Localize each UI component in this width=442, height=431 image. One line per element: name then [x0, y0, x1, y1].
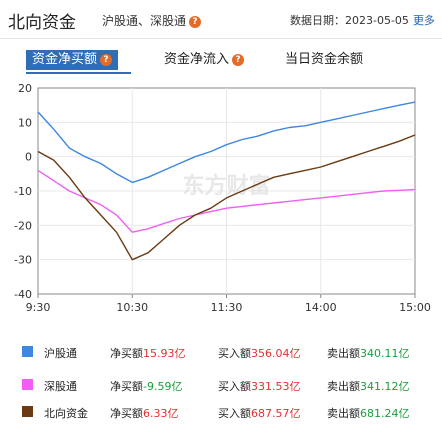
buy-value: 331.53亿	[251, 380, 301, 393]
header: 北向资金 沪股通、深股通? 数据日期：2023-05-05 更多	[0, 0, 442, 38]
net-label: 净买额	[110, 407, 143, 420]
tab-balance[interactable]: 当日资金余额	[285, 50, 363, 70]
buy-label: 买入额	[218, 347, 251, 360]
series-line-sz	[37, 169, 416, 233]
buy-label: 买入额	[218, 380, 251, 393]
watermark: 东方财富	[182, 173, 270, 199]
date-label: 数据日期：	[290, 14, 345, 27]
net-label: 净买额	[110, 347, 143, 360]
legend-row-sz: 深股通 净买额-9.59亿 买入额331.53亿 卖出额341.12亿	[0, 375, 442, 395]
legend-row-nb: 北向资金 净买额6.33亿 买入额687.57亿 卖出额681.24亿	[0, 402, 442, 422]
sell-amount: 卖出额340.11亿	[327, 345, 410, 361]
subtitle-text: 沪股通、深股通	[102, 14, 187, 28]
buy-amount: 买入额687.57亿	[218, 405, 301, 421]
help-icon[interactable]: ?	[100, 53, 113, 66]
legend-swatch-sz	[22, 379, 33, 390]
x-tick-label: 15:00	[399, 301, 431, 314]
x-tick-label: 9:30	[26, 301, 51, 314]
series-line-sh	[37, 101, 416, 184]
sell-label: 卖出额	[327, 347, 360, 360]
y-tick-label: -20	[14, 219, 32, 232]
buy-value: 356.04亿	[251, 347, 301, 360]
subtitle: 沪股通、深股通?	[102, 12, 202, 29]
x-tick-label: 11:30	[211, 301, 243, 314]
y-tick-label: 20	[18, 82, 32, 95]
series-line-nb	[37, 134, 416, 261]
tab-underline	[26, 72, 131, 74]
tab-net-inflow-label: 资金净流入	[164, 52, 230, 67]
date-value: 2023-05-05	[345, 14, 409, 27]
tab-net-inflow[interactable]: 资金净流入?	[164, 50, 245, 70]
help-icon[interactable]: ?	[189, 15, 202, 28]
x-tick-label: 14:00	[305, 301, 337, 314]
net-value: 6.33亿	[143, 407, 179, 420]
x-tick-label: 10:30	[116, 301, 148, 314]
y-tick-label: -30	[14, 254, 32, 267]
net-buy: 净买额6.33亿	[110, 405, 179, 421]
buy-label: 买入额	[218, 407, 251, 420]
page-title: 北向资金	[8, 13, 76, 33]
net-value: -9.59亿	[143, 380, 183, 393]
tab-net-buy-label: 资金净买额	[32, 52, 98, 67]
buy-amount: 买入额356.04亿	[218, 345, 301, 361]
net-label: 净买额	[110, 380, 143, 393]
sell-value: 340.11亿	[360, 347, 410, 360]
tab-balance-label: 当日资金余额	[285, 52, 364, 67]
y-tick-label: 10	[18, 116, 32, 129]
net-buy: 净买额-9.59亿	[110, 378, 182, 394]
more-link[interactable]: 更多	[412, 14, 435, 27]
buy-amount: 买入额331.53亿	[218, 378, 301, 394]
date-info: 数据日期：2023-05-05 更多	[290, 12, 435, 28]
sell-amount: 卖出额341.12亿	[327, 378, 410, 394]
tab-net-buy[interactable]: 资金净买额?	[26, 50, 119, 70]
sell-label: 卖出额	[327, 380, 360, 393]
legend-name: 深股通	[44, 380, 77, 393]
buy-value: 687.57亿	[251, 407, 301, 420]
net-value: 15.93亿	[143, 347, 186, 360]
sell-amount: 卖出额681.24亿	[327, 405, 410, 421]
net-buy: 净买额15.93亿	[110, 345, 186, 361]
help-icon[interactable]: ?	[232, 53, 245, 66]
legend-swatch-sh	[22, 346, 33, 357]
y-tick-label: -40	[14, 288, 32, 301]
y-tick-label: -10	[14, 185, 32, 198]
legend-name: 沪股通	[44, 347, 77, 360]
y-tick-label: 0	[25, 151, 32, 164]
legend-name: 北向资金	[44, 407, 88, 420]
line-chart: 20 10 0 -10 -20 -30 -409:30 10:30 11:30 14:00 15:0…	[14, 82, 431, 314]
sell-label: 卖出额	[327, 407, 360, 420]
sell-value: 681.24亿	[360, 407, 410, 420]
legend-row-sh: 沪股通 净买额15.93亿 买入额356.04亿 卖出额340.11亿	[0, 342, 442, 362]
legend-swatch-nb	[22, 406, 33, 417]
header-divider	[0, 38, 442, 39]
sell-value: 341.12亿	[360, 380, 410, 393]
